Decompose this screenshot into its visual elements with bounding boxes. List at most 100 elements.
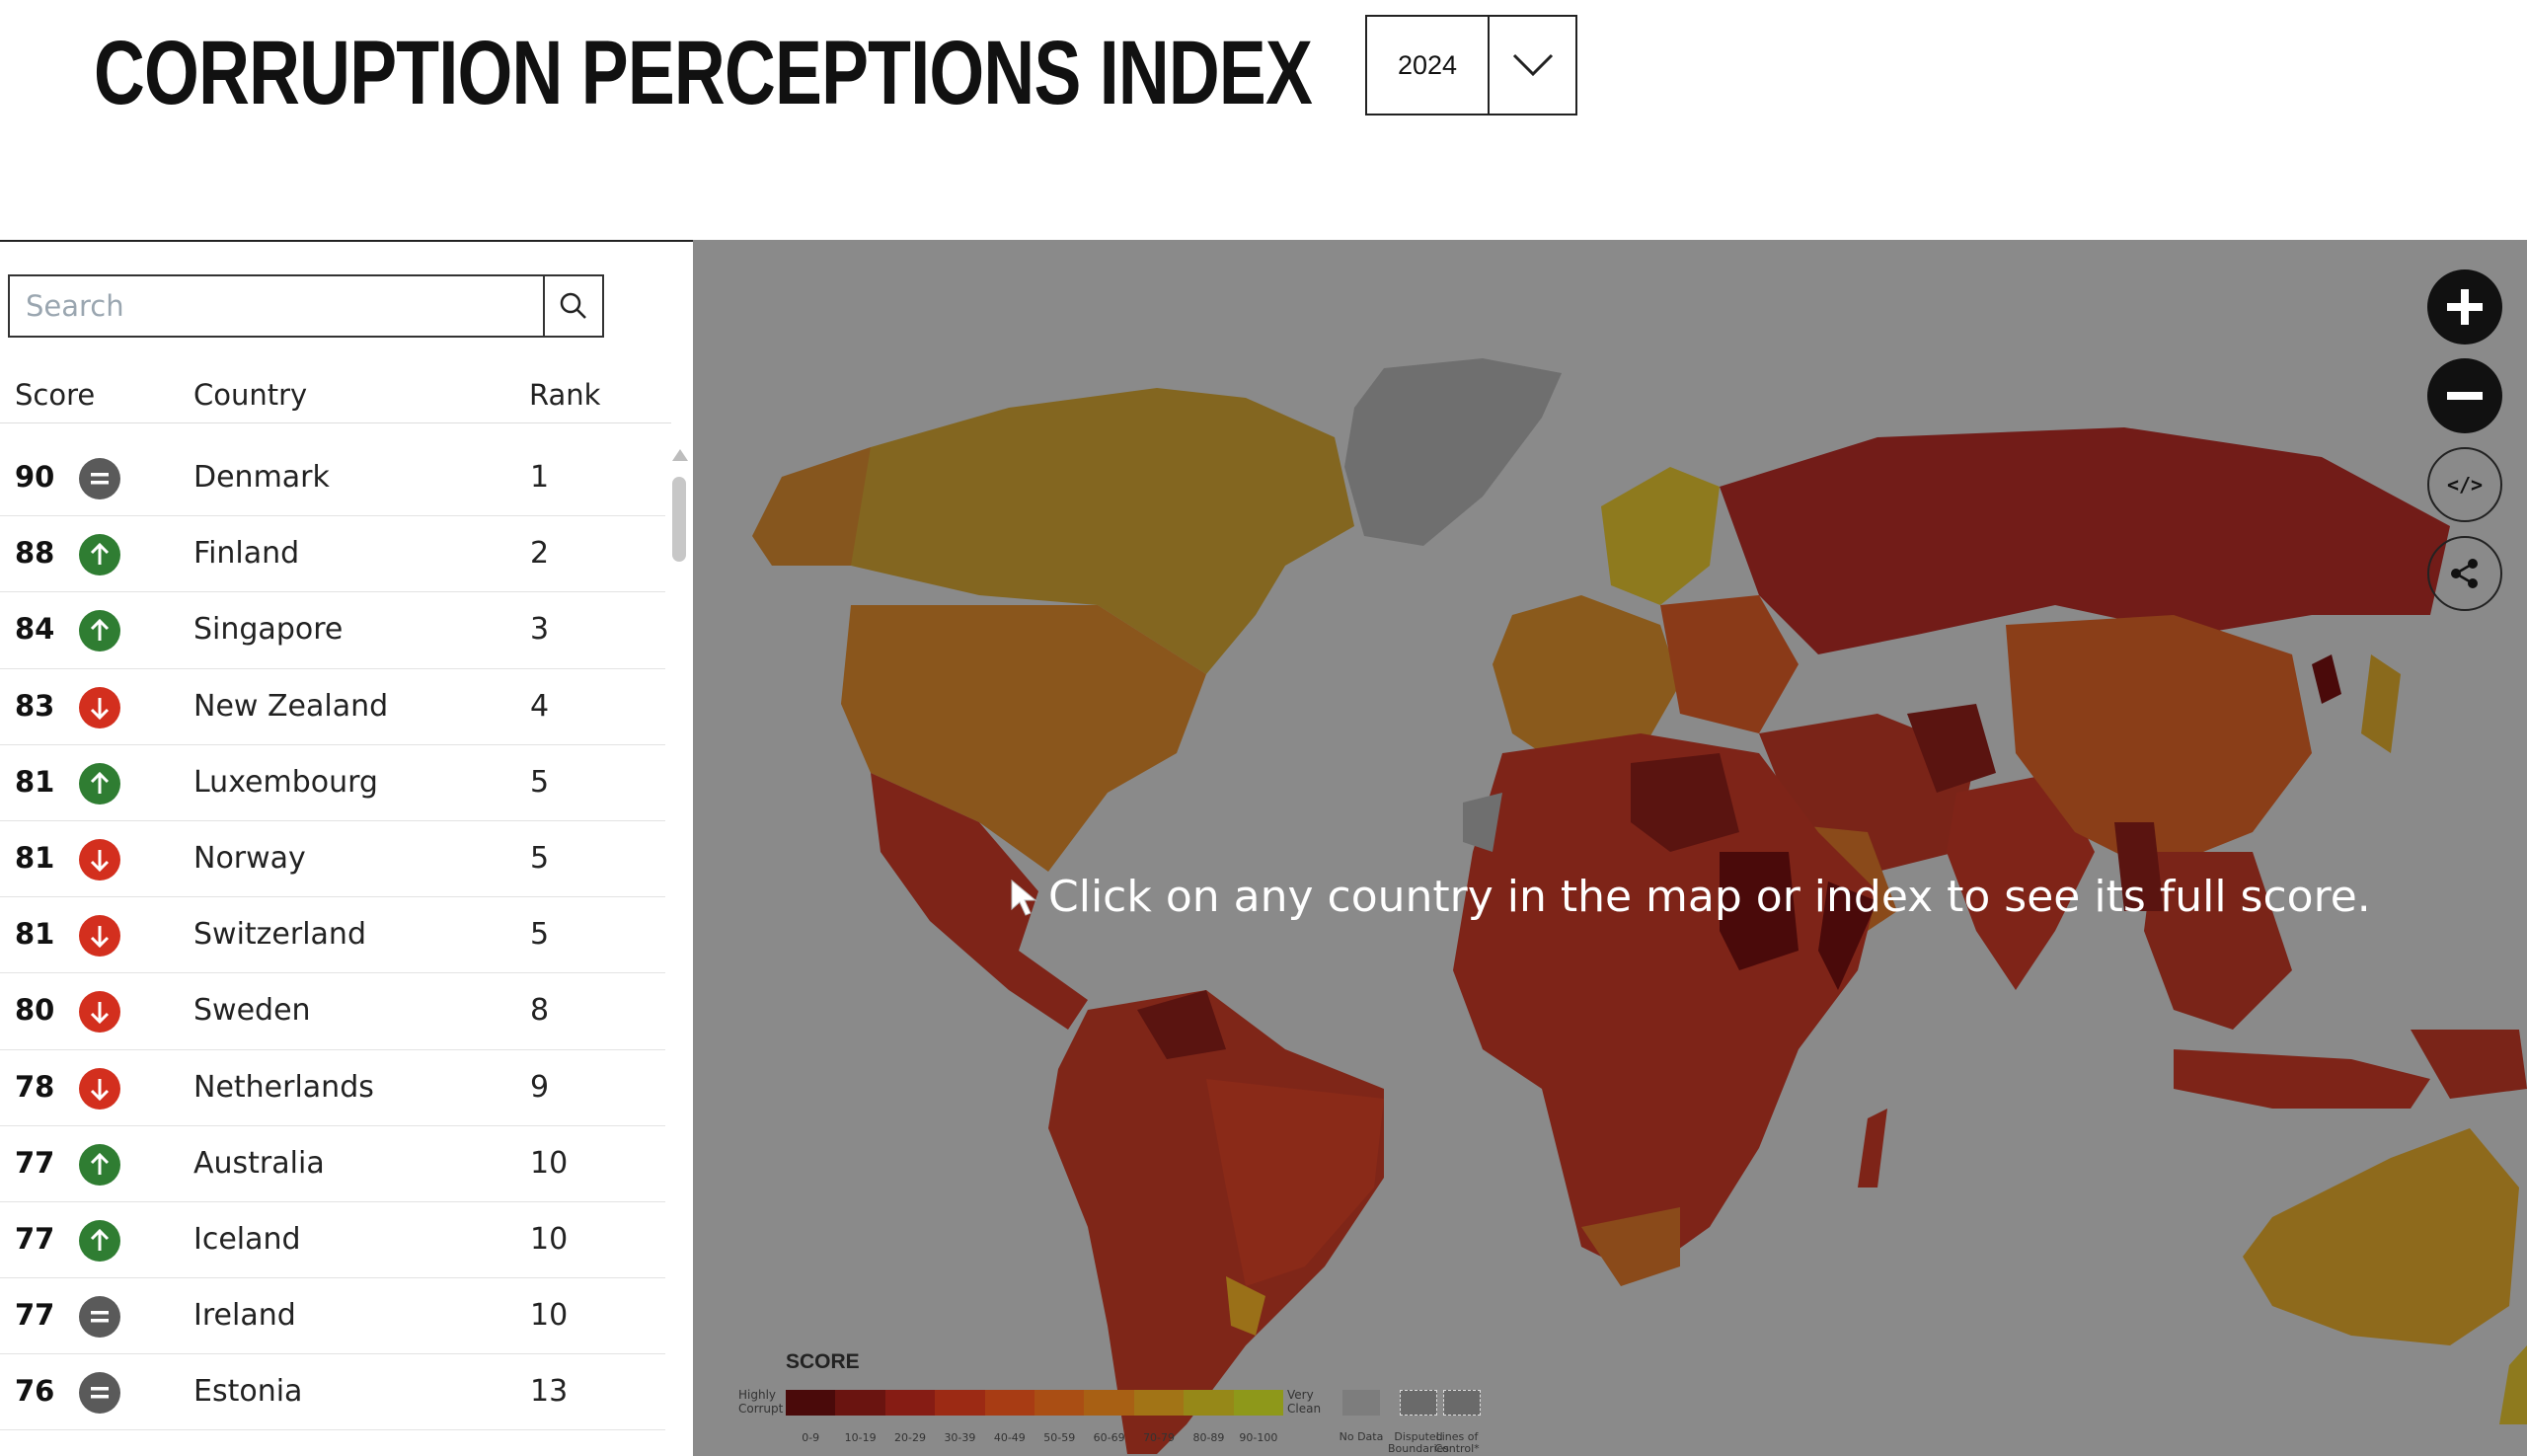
- row-rank: 2: [530, 536, 550, 572]
- table-row[interactable]: 81 Switzerland 5: [0, 897, 665, 974]
- country-papua: [2411, 1030, 2527, 1099]
- row-rank: 5: [530, 840, 550, 876]
- legend-tick-label: 50-59: [1043, 1431, 1076, 1444]
- map-canvas[interactable]: [693, 240, 2527, 1456]
- row-rank: 9: [530, 1069, 550, 1105]
- legend-tick-label: 90-100: [1239, 1431, 1278, 1444]
- table-row[interactable]: 84 Singapore 3: [0, 592, 665, 669]
- row-country[interactable]: Australia: [193, 1145, 325, 1181]
- table-row[interactable]: 90 Denmark 1: [0, 440, 665, 517]
- arrow-down-icon: [79, 838, 120, 881]
- row-country[interactable]: Estonia: [193, 1374, 303, 1410]
- column-header-rank[interactable]: Rank: [529, 378, 601, 412]
- row-score: 90: [15, 460, 55, 494]
- country-western-sahara: [1463, 793, 1502, 852]
- country-japan: [2361, 654, 2401, 753]
- search-box: [8, 274, 604, 338]
- arrow-up-icon: [79, 1143, 120, 1186]
- row-score: 77: [15, 1298, 55, 1333]
- table-row[interactable]: 88 Finland 2: [0, 516, 665, 593]
- scroll-thumb[interactable]: [672, 477, 686, 562]
- legend-lines-label: Lines of Control*: [1434, 1431, 1480, 1455]
- row-country[interactable]: Finland: [193, 536, 300, 572]
- row-rank: 3: [530, 612, 550, 648]
- country-southern-africa: [1581, 1207, 1680, 1286]
- share-icon: [2451, 559, 2478, 588]
- row-score: 83: [15, 688, 55, 723]
- table-row[interactable]: 78 Netherlands 9: [0, 1050, 665, 1126]
- country-myanmar: [2114, 822, 2164, 911]
- row-country[interactable]: Iceland: [193, 1221, 301, 1257]
- zoom-out-button[interactable]: [2427, 358, 2502, 433]
- row-country[interactable]: Denmark: [193, 460, 330, 495]
- legend-color-step: [835, 1390, 885, 1416]
- legend-ticks: 0-9 10-19 20-29 30-39 40-49 50-59 60-69 70-79 80…: [786, 1431, 1283, 1444]
- legend-tick-label: 60-69: [1093, 1431, 1125, 1444]
- table-row[interactable]: 77 Iceland 10: [0, 1202, 665, 1279]
- list-scrollbar[interactable]: [669, 449, 689, 1456]
- country-madagascar: [1858, 1109, 1887, 1188]
- country-india: [1947, 773, 2095, 990]
- arrow-up-icon: [79, 610, 120, 652]
- column-header-country[interactable]: Country: [193, 378, 308, 412]
- row-country[interactable]: New Zealand: [193, 688, 389, 724]
- row-rank: 4: [530, 688, 550, 724]
- table-row[interactable]: 77 Ireland 10: [0, 1278, 665, 1355]
- search-input[interactable]: [10, 276, 543, 336]
- row-score: 81: [15, 764, 55, 799]
- zoom-in-button[interactable]: [2427, 269, 2502, 345]
- legend-no-data-label: No Data: [1339, 1430, 1384, 1443]
- legend-tick-label: 70-79: [1143, 1431, 1176, 1444]
- row-rank: 10: [530, 1145, 569, 1181]
- legend-no-data-swatch: [1342, 1390, 1380, 1416]
- country-mexico: [871, 773, 1088, 1030]
- legend-high-label: Very Clean: [1287, 1388, 1322, 1416]
- country-canada: [811, 388, 1354, 674]
- scroll-up-icon[interactable]: [672, 449, 688, 461]
- legend-color-step: [1184, 1390, 1234, 1416]
- table-row[interactable]: 83 New Zealand 4: [0, 669, 665, 745]
- arrow-down-icon: [79, 1067, 120, 1110]
- row-score: 81: [15, 917, 55, 952]
- row-country[interactable]: Singapore: [193, 612, 344, 648]
- share-button[interactable]: [2427, 536, 2502, 611]
- country-southeast-asia: [2144, 852, 2292, 1030]
- chevron-down-icon[interactable]: [1490, 17, 1575, 114]
- row-rank: 8: [530, 993, 550, 1029]
- table-row[interactable]: 81 Norway 5: [0, 821, 665, 898]
- row-rank: 10: [530, 1298, 569, 1334]
- country-afghanistan: [1907, 704, 1996, 793]
- table-row[interactable]: 81 Luxembourg 5: [0, 745, 665, 821]
- table-row[interactable]: 80 Sweden 8: [0, 973, 665, 1050]
- world-map[interactable]: Click on any country in the map or index…: [693, 240, 2527, 1456]
- search-button[interactable]: [543, 276, 602, 336]
- row-country[interactable]: Switzerland: [193, 917, 366, 953]
- arrow-down-icon: [79, 686, 120, 728]
- embed-button[interactable]: </>: [2427, 447, 2502, 522]
- equal-icon: [79, 1296, 120, 1339]
- row-score: 80: [15, 993, 55, 1028]
- legend-color-step: [1084, 1390, 1134, 1416]
- table-row[interactable]: 76 Estonia 13: [0, 1354, 665, 1431]
- row-country[interactable]: Sweden: [193, 993, 311, 1029]
- row-rank: 5: [530, 764, 550, 800]
- country-uruguay-chile: [1226, 1276, 1265, 1336]
- row-country[interactable]: Luxembourg: [193, 764, 378, 800]
- row-country[interactable]: Netherlands: [193, 1069, 374, 1105]
- arrow-up-icon: [79, 1219, 120, 1262]
- cursor-icon: [1011, 879, 1037, 916]
- equal-icon: [79, 458, 120, 499]
- row-country[interactable]: Ireland: [193, 1298, 296, 1334]
- country-alaska: [752, 447, 871, 566]
- table-row[interactable]: 77 Australia 10: [0, 1126, 665, 1202]
- legend-disputed-swatch: [1400, 1390, 1437, 1416]
- row-rank: 10: [530, 1221, 569, 1257]
- year-select-value[interactable]: 2024: [1367, 17, 1490, 114]
- row-score: 81: [15, 840, 55, 875]
- country-brazil: [1206, 1079, 1384, 1286]
- legend-color-step: [1133, 1390, 1185, 1416]
- row-country[interactable]: Norway: [193, 840, 306, 876]
- column-header-score[interactable]: Score: [15, 378, 96, 412]
- legend-tick-label: 80-89: [1192, 1431, 1225, 1444]
- year-select[interactable]: 2024: [1365, 15, 1577, 115]
